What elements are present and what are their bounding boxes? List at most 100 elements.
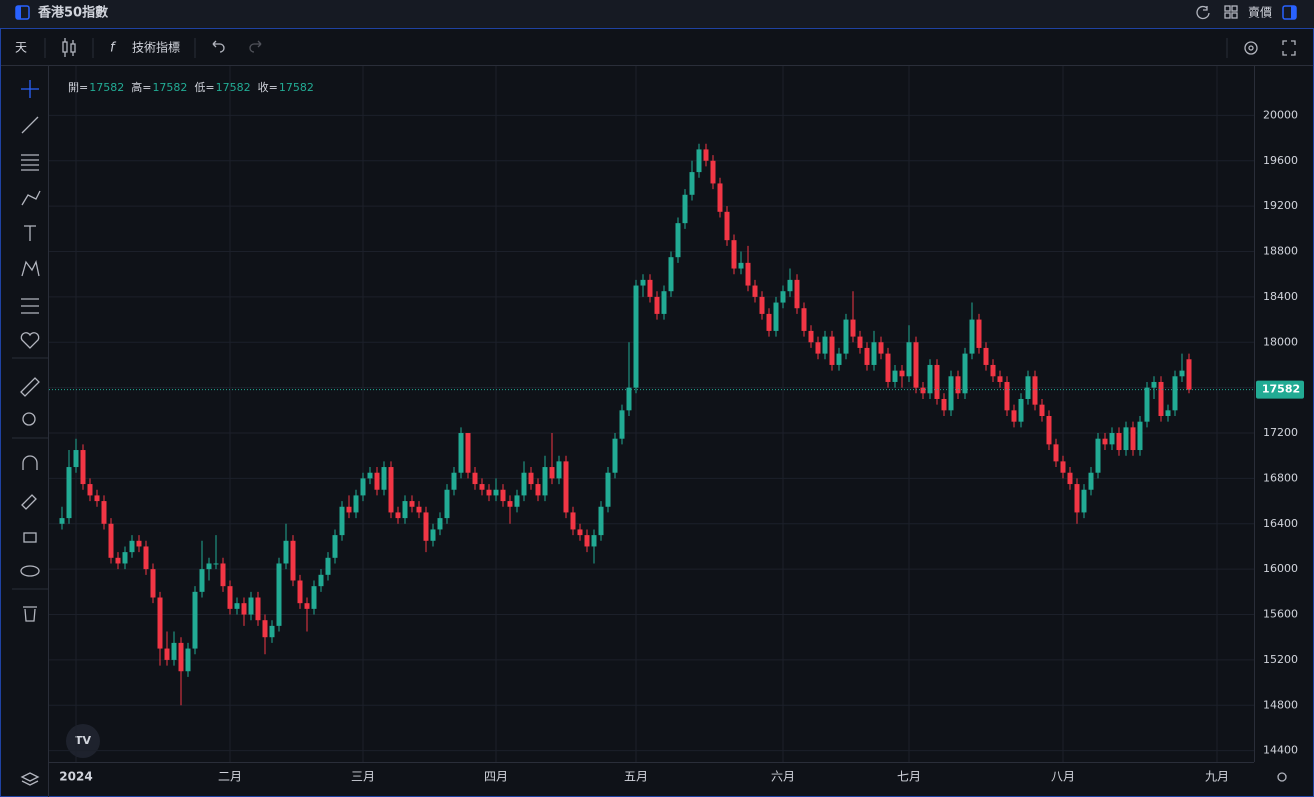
lock-draw-tool[interactable] [21,494,37,510]
candle-body [829,336,835,365]
candle-body [80,450,86,485]
legend-value: 17582 [279,81,314,94]
candle-body [129,540,135,553]
title-bar [0,0,1314,28]
candle-body [997,376,1003,382]
legend-value: 17582 [89,81,124,94]
cross-tool[interactable] [21,80,39,98]
candle-body [220,563,226,587]
trash-tool[interactable] [23,606,37,622]
candle-body [899,370,905,377]
settings-icon-inner [1248,45,1254,51]
interval[interactable]: 天 [15,41,27,55]
candle-body [843,319,849,354]
candle-body [696,149,702,173]
legend-label: 開= [68,81,88,94]
candle-body [1004,381,1010,411]
candle-body [808,330,814,343]
candle-body [332,535,338,558]
trend-tool[interactable] [21,116,39,134]
measure-tool[interactable] [21,298,39,314]
candle-body [514,495,520,507]
price-side[interactable]: 賣價 [1248,5,1272,20]
candle-body [857,336,863,348]
candle-body [269,625,275,638]
eye-tool[interactable] [20,565,40,577]
candle-body [1074,484,1080,513]
x-tick-label: 2024 [59,770,92,784]
candle-body [402,501,408,519]
candle-body [787,279,793,292]
candle-body [906,342,912,377]
candle-body [318,574,324,587]
candle-body [955,376,961,394]
candle-body [304,603,310,609]
candle-body [654,296,660,314]
candle-body [1081,489,1087,513]
candle-body [409,501,415,507]
candle-body [640,279,646,286]
candle-body [983,347,989,365]
candle-body [1018,398,1024,422]
logo[interactable] [66,724,100,758]
candle-body [437,518,443,530]
text-tool[interactable] [24,225,36,241]
candle-body [101,501,107,524]
candle-body [892,370,898,382]
candle-body [486,489,492,496]
candle-body [682,194,688,224]
last-price-tag [1256,380,1304,399]
candle-body [234,603,240,609]
theme-icon[interactable] [1277,772,1287,782]
candle-body [675,223,681,258]
candle-body [1144,387,1150,422]
favorite-tool[interactable] [20,332,40,349]
legend-value: 17582 [216,81,251,94]
chart-type-icon[interactable] [62,38,76,57]
pattern-tool[interactable] [21,260,40,277]
y-tick-label: 19600 [1263,154,1298,167]
candle-body [388,467,394,513]
magnet-tool[interactable] [22,455,38,470]
settings-icon[interactable] [1244,41,1258,55]
candle-body [1130,427,1136,451]
refresh-icon[interactable] [1196,5,1210,20]
indicators[interactable]: 技術指標 [132,40,180,55]
y-tick-label: 18000 [1263,335,1298,348]
candle-body [976,319,982,348]
candle-body [948,376,954,411]
ohlc-legend: 開= 17582 高= 17582 低= 17582 收= 17582 [68,80,314,94]
fullscreen-icon[interactable] [1282,40,1296,56]
candle-body [311,586,317,609]
candle-body [1095,438,1101,473]
redo-icon[interactable] [249,40,262,53]
candle-body [1032,376,1038,405]
layers-icon[interactable] [20,772,40,786]
candle-body [766,313,772,331]
undo-icon[interactable] [212,40,225,53]
y-tick-label: 19200 [1263,199,1298,212]
candle-body [150,569,156,598]
zoom-tool[interactable] [22,412,36,426]
candle-body [451,472,457,490]
candle-body [563,461,569,513]
candle-body [206,563,212,570]
candle-body [850,319,856,337]
brush-tool[interactable] [21,190,41,206]
candle-body [542,467,548,496]
fib-tool[interactable] [21,154,39,171]
left-toolbar [20,80,41,622]
candle-body [430,529,436,541]
candle-body [87,484,93,496]
ruler-tool[interactable] [20,377,40,397]
candle-body [913,342,919,388]
candle-body [717,183,723,212]
candle-body [108,523,114,558]
last-price-label: 17582 [1262,383,1300,396]
symbol-title: 香港50指數 [37,5,108,21]
fx-icon: f [110,41,117,56]
lock-tool[interactable] [23,532,37,543]
layout-icon[interactable] [1224,5,1238,19]
